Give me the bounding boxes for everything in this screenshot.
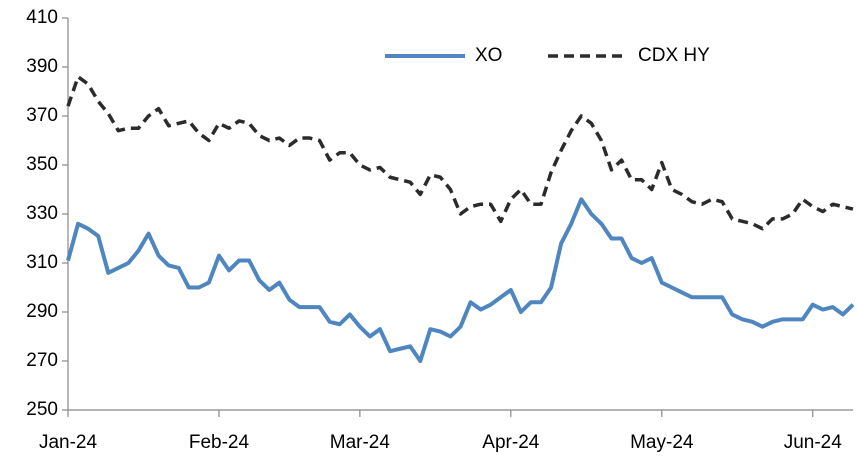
y-tick-label: 270 (26, 350, 58, 371)
x-tick-label: Jan-24 (39, 432, 98, 453)
series-line (66, 75, 854, 231)
y-tick-label: 350 (26, 154, 58, 175)
y-tick-label: 390 (26, 56, 58, 77)
x-tick-label: Jun-24 (784, 432, 843, 453)
legend-label: CDX HY (638, 45, 710, 66)
x-tick-label: Apr-24 (482, 432, 539, 453)
y-tick-label: 370 (26, 105, 58, 126)
y-tick-label: 250 (26, 399, 58, 420)
x-tick-label: Feb-24 (189, 432, 250, 453)
y-tick-label: 290 (26, 301, 58, 322)
x-tick-label: Mar-24 (330, 432, 391, 453)
y-tick-label: 310 (26, 252, 58, 273)
y-tick-label: 330 (26, 203, 58, 224)
series-line (66, 197, 855, 363)
legend-label: XO (475, 45, 502, 66)
y-tick-label: 410 (26, 7, 58, 28)
x-tick-label: May-24 (630, 432, 694, 453)
